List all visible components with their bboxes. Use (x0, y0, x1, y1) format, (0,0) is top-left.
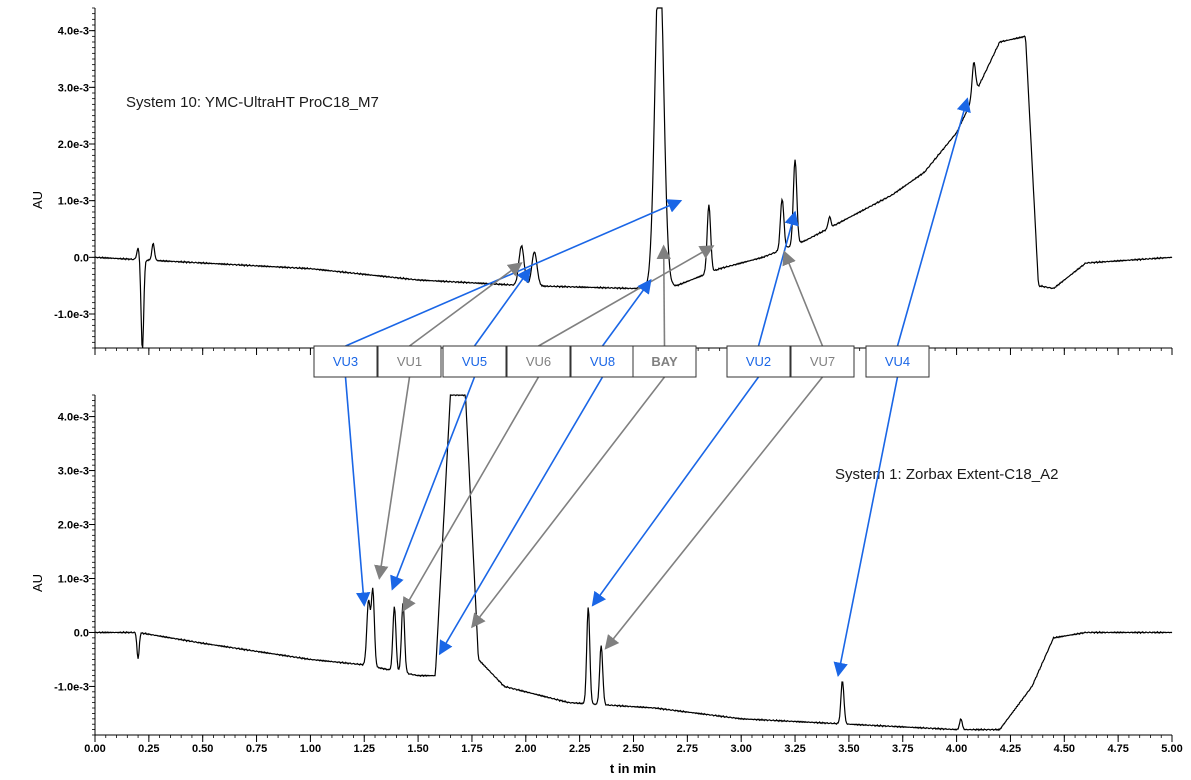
label-box-vu3: VU3 (313, 345, 378, 378)
x-axis-label: t in min (610, 761, 656, 776)
arrow-vu7-top (782, 250, 824, 347)
y-tick-label: -1.0e-3 (54, 309, 89, 321)
label-box-text: VU5 (462, 354, 487, 369)
arrow-bay-top (656, 244, 671, 347)
top-chromatogram-panel: -1.0e-3 0.0 1.0e-3 2.0e-3 3.0e-3 4.0e-3 AU Sy… (30, 7, 1173, 355)
y-tick-label: 3.0e-3 (58, 82, 89, 94)
label-box-vu6: VU6 (506, 345, 571, 378)
arrow-bay-bottom (471, 376, 666, 629)
label-box-frame (865, 345, 930, 378)
x-tick-label: 0.75 (246, 743, 267, 755)
bottom-y-ticks: -1.0e-3 0.0 1.0e-3 2.0e-3 3.0e-3 4.0e-3 (54, 394, 95, 736)
x-tick-label: 2.00 (515, 743, 536, 755)
label-box-frame (726, 345, 791, 378)
label-box-vu4: VU4 (865, 345, 930, 378)
x-tick-label: 3.00 (730, 743, 751, 755)
label-box-text: VU7 (810, 354, 835, 369)
label-box-frame (632, 345, 697, 378)
y-tick-label: 0.0 (74, 627, 89, 639)
arrow-vu2-top (757, 210, 799, 347)
label-box-vu5: VU5 (442, 345, 507, 378)
correspondence-arrows (344, 97, 971, 678)
y-tick-label: 2.0e-3 (58, 520, 89, 532)
arrow-vu4-bottom (833, 376, 899, 678)
bottom-system-title: System 1: Zorbax Extent-C18_A2 (835, 466, 1058, 483)
bottom-chromatogram-panel: -1.0e-30.01.0e-32.0e-33.0e-34.0e-3 0.00 0… (30, 394, 1183, 776)
label-box-frame (506, 345, 571, 378)
y-tick-label: 3.0e-3 (58, 466, 89, 478)
label-box-frame (377, 345, 442, 378)
label-box-frame (313, 345, 378, 378)
x-tick-label: 0.00 (84, 743, 105, 755)
x-tick-label: 1.25 (354, 743, 375, 755)
x-tick-label: 3.75 (892, 743, 913, 755)
label-box-frame (570, 345, 635, 378)
top-system-title: System 10: YMC-UltraHT ProC18_M7 (126, 94, 379, 111)
bottom-trace-line (94, 394, 1173, 732)
y-tick-label: 1.0e-3 (58, 573, 89, 585)
arrow-vu7-bottom (604, 376, 824, 650)
bottom-x-ticks: 0.00 0.25 0.50 0.75 1.00 1.25 1.50 1.75 2.00 2.25… (84, 735, 1183, 755)
arrow-vu3-bottom (344, 376, 371, 607)
x-tick-label: 2.75 (677, 743, 698, 755)
x-tick-label: 2.25 (569, 743, 590, 755)
x-tick-label: 3.25 (784, 743, 805, 755)
arrow-vu8-top (601, 278, 652, 347)
x-tick-label: 3.50 (838, 743, 859, 755)
arrow-vu3-top (345, 199, 683, 347)
top-y-axis-label: AU (30, 191, 45, 209)
x-tick-label: 4.50 (1054, 743, 1075, 755)
label-box-text: VU6 (526, 354, 551, 369)
label-box-text: VU4 (885, 354, 910, 369)
top-trace-line (94, 7, 1173, 348)
arrow-vu6-bottom (402, 376, 540, 613)
x-tick-label: 0.50 (192, 743, 213, 755)
arrow-vu8-bottom (438, 376, 604, 656)
y-tick-label: 4.0e-3 (58, 412, 89, 424)
y-tick-label: 2.0e-3 (58, 139, 89, 151)
arrow-vu1-bottom (374, 376, 411, 580)
y-tick-label: -1.0e-3 (54, 681, 89, 693)
y-tick-label: 4.0e-3 (58, 26, 89, 38)
arrow-vu2-bottom (591, 376, 760, 607)
y-tick-label: 1.0e-3 (58, 196, 89, 208)
label-box-frame (442, 345, 507, 378)
x-tick-label: 4.25 (1000, 743, 1021, 755)
x-tick-label: 5.00 (1161, 743, 1182, 755)
compound-label-boxes: VU3 VU1 VU5 VU6 VU8 BAY VU2 VU7 VU4 (313, 345, 930, 378)
arrow-vu4-top (896, 97, 971, 347)
label-box-text: VU3 (333, 354, 358, 369)
label-box-text: VU1 (397, 354, 422, 369)
x-tick-label: 1.50 (407, 743, 428, 755)
label-box-bay: BAY (632, 345, 697, 378)
label-box-frame (790, 345, 855, 378)
x-tick-label: 1.75 (461, 743, 482, 755)
label-box-text: VU2 (746, 354, 771, 369)
label-box-text: BAY (651, 354, 678, 369)
x-tick-label: 4.00 (946, 743, 967, 755)
y-tick-label: 0.0 (74, 252, 89, 264)
arrow-vu6-top (538, 245, 715, 347)
x-tick-label: 0.25 (138, 743, 159, 755)
label-box-vu1: VU1 (377, 345, 442, 378)
label-box-vu7: VU7 (790, 345, 855, 378)
arrow-vu5-bottom (390, 376, 476, 591)
x-tick-label: 2.50 (623, 743, 644, 755)
label-box-vu8: VU8 (570, 345, 635, 378)
arrow-vu1-top (409, 262, 523, 347)
label-box-text: VU8 (590, 354, 615, 369)
x-tick-label: 4.75 (1107, 743, 1128, 755)
top-y-ticks: -1.0e-3 0.0 1.0e-3 2.0e-3 3.0e-3 4.0e-3 (54, 7, 95, 349)
bottom-y-axis-label: AU (30, 574, 45, 592)
x-tick-label: 1.00 (300, 743, 321, 755)
arrow-vu5-top (473, 267, 531, 347)
label-box-vu2: VU2 (726, 345, 791, 378)
